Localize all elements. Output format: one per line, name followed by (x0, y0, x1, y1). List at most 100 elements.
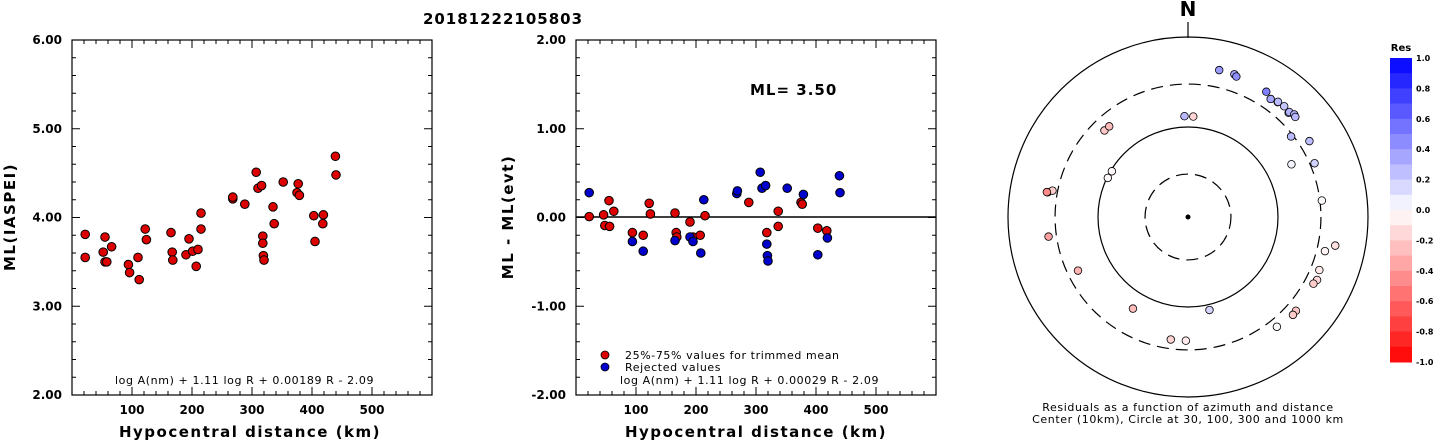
data-point (100, 232, 110, 242)
data-point (123, 259, 134, 270)
data-point (638, 230, 649, 241)
colorbar-tick-label: 0.6 (1416, 115, 1431, 124)
station-point (1317, 196, 1327, 205)
station-point (1273, 97, 1283, 107)
data-point (834, 170, 845, 181)
data-point (773, 206, 784, 217)
station-point (1105, 122, 1114, 131)
data-point (184, 234, 194, 244)
distance-ring (1097, 126, 1279, 308)
legend-marker-trimmed (600, 350, 610, 360)
data-point (688, 236, 698, 247)
colorbar-segment (1390, 255, 1412, 272)
station-points (1042, 65, 1340, 345)
x-tick-label: 500 (359, 403, 384, 417)
y-tick-label: 0.00 (536, 211, 566, 225)
y-tick-label: 5.00 (32, 122, 62, 136)
data-point (763, 256, 773, 266)
x-tick-label: 300 (239, 403, 264, 417)
data-point (196, 208, 206, 218)
data-point (822, 233, 833, 243)
station-point (1044, 232, 1053, 241)
y-axis-title: ML(IASPEI) (1, 163, 19, 271)
colorbar-segment (1390, 210, 1412, 226)
station-point (1309, 279, 1318, 288)
x-tick-label: 200 (179, 403, 204, 417)
data-point (797, 199, 808, 209)
data-point (584, 211, 595, 222)
y-tick-label: -1.00 (531, 299, 566, 313)
data-point (813, 249, 823, 260)
colorbar-tick-label: 0.8 (1416, 84, 1431, 93)
y-tick-label: 6.00 (32, 33, 62, 47)
data-point (670, 208, 680, 218)
station-point (1180, 112, 1189, 121)
data-point (685, 217, 695, 227)
colorbar-tick-label: -0.6 (1416, 297, 1434, 306)
legend-label-trimmed: 25%-75% values for trimmed mean (625, 349, 840, 362)
event-id-title: 20181222105803 (423, 10, 583, 28)
station-point (1288, 310, 1298, 320)
station-point (1181, 336, 1191, 345)
data-point (134, 274, 144, 285)
station-point (1103, 173, 1113, 183)
y-tick-label: 2.00 (32, 388, 62, 402)
data-point (98, 247, 108, 257)
station-point (1310, 159, 1319, 168)
colorbar-segment (1390, 164, 1412, 181)
colorbar-segment (1390, 331, 1412, 348)
colorbar-segment (1390, 240, 1412, 257)
data-point (699, 194, 709, 205)
colorbar-segment (1390, 134, 1412, 150)
data-point (268, 202, 278, 212)
ml-value-label: ML= 3.50 (750, 81, 837, 99)
distance-ring (1007, 36, 1369, 398)
data-point (644, 198, 655, 209)
y-axis-title: ML - ML(evt) (499, 155, 517, 279)
data-point (294, 190, 305, 201)
data-point (193, 244, 203, 255)
y-tick-labels: 2.00 3.00 4.00 5.00 6.00 (32, 33, 432, 402)
data-point (604, 221, 615, 232)
data-point (330, 151, 341, 162)
data-point (835, 187, 845, 198)
colorbar-tick-label: 0.0 (1416, 206, 1431, 215)
data-point (293, 178, 304, 189)
data-point (309, 210, 319, 221)
station-point (1232, 72, 1241, 81)
data-point (813, 223, 823, 233)
station-point (1166, 335, 1175, 344)
y-tick-label: 3.00 (32, 299, 62, 313)
data-point (258, 238, 268, 249)
colorbar-segment (1390, 346, 1412, 363)
colorbar-tick-label: 0.2 (1416, 176, 1430, 185)
data-point (762, 239, 772, 249)
colorbar-tick-label: 1.0 (1416, 54, 1431, 63)
station-point (1320, 246, 1330, 256)
data-point (604, 195, 614, 206)
y-tick-labels: -2.00 -1.00 0.00 1.00 2.00 (531, 33, 936, 402)
data-point (269, 218, 280, 229)
colorbar-segment (1390, 194, 1412, 211)
station-point (1287, 160, 1296, 169)
legend-label-rejected: Rejected values (625, 361, 721, 374)
data-point (278, 177, 289, 187)
x-tick-labels: 100 200 300 400 500 (71, 40, 433, 417)
x-tick-labels: 100 200 300 400 500 (575, 40, 937, 417)
colorbar-segment (1390, 103, 1412, 120)
data-point (256, 180, 267, 191)
data-point (584, 187, 595, 198)
data-point (627, 227, 638, 238)
colorbar-segment (1390, 270, 1412, 287)
data-point (732, 186, 743, 196)
data-point (124, 267, 135, 278)
x-axis-title: Hypocentral distance (km) (119, 423, 381, 441)
caption-line2: Center (10km), Circle at 30, 100, 300 an… (1032, 413, 1344, 426)
epicenter-marker (1185, 214, 1191, 220)
colorbar-segment (1390, 301, 1412, 317)
station-point (1280, 102, 1289, 111)
ml-vs-distance-panel: 2.00 3.00 4.00 5.00 6.00 100 200 300 400 500 log… (1, 33, 433, 441)
data-point (744, 197, 754, 208)
y-tick-label: 4.00 (32, 211, 62, 225)
x-tick-label: 300 (743, 403, 768, 417)
